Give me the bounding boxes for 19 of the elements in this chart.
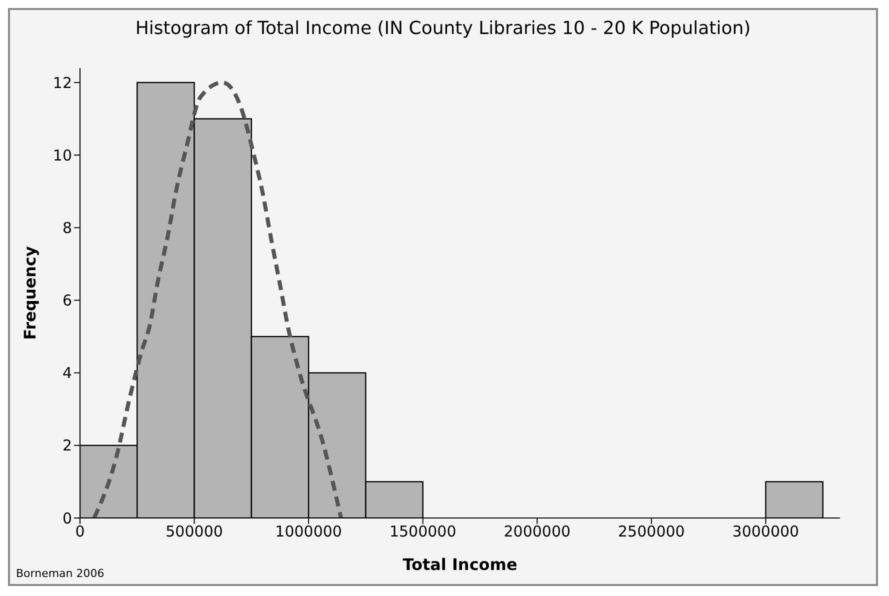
y-tick-label: 12 — [52, 74, 72, 92]
y-tick-label: 6 — [62, 292, 72, 310]
x-tick-label: 3000000 — [732, 522, 800, 541]
x-tick-label: 500000 — [166, 522, 223, 541]
chart-title: Histogram of Total Income (IN County Libraries 10 - 20 K Population) — [134, 17, 752, 41]
y-tick-label: 10 — [52, 146, 72, 164]
y-tick-label: 8 — [62, 219, 72, 237]
x-tick-label: 0 — [75, 522, 85, 541]
x-tick-label: 1000000 — [275, 522, 342, 541]
y-tick-label: 2 — [62, 436, 72, 455]
y-tick-label: 0 — [62, 509, 72, 528]
y-axis-title: Frequency — [20, 246, 40, 340]
text: Borneman 2006 — [16, 567, 104, 580]
x-axis-title: Total Income — [402, 555, 518, 574]
line-series — [92, 80, 344, 518]
x-tick-label: 1500000 — [389, 522, 456, 541]
x-tick-label: 2500000 — [618, 522, 685, 541]
y-tick-label: 4 — [62, 364, 72, 382]
x-tick-label: 2000000 — [504, 522, 571, 541]
